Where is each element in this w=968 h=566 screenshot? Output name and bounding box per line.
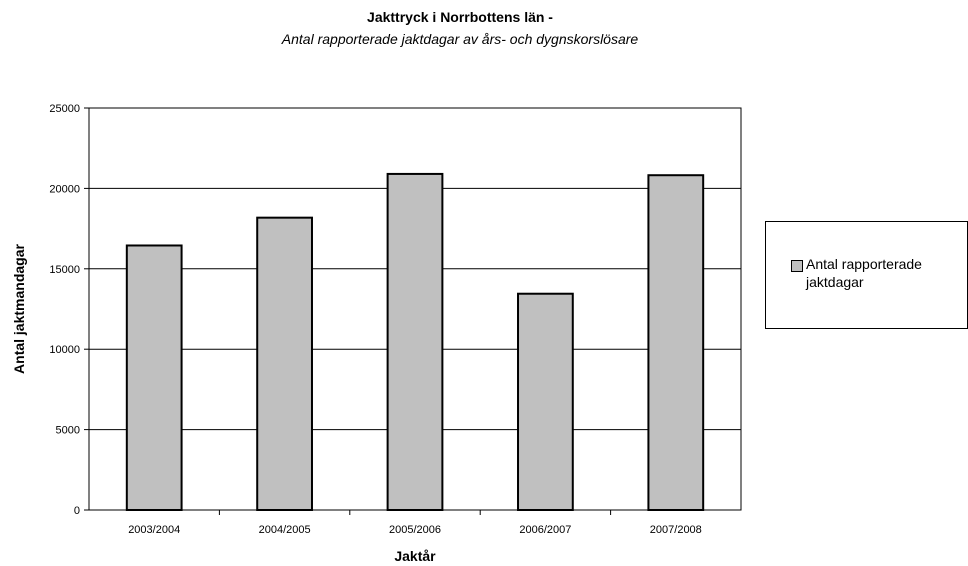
legend-swatch bbox=[791, 260, 803, 272]
x-tick-label: 2007/2008 bbox=[650, 524, 702, 536]
y-tick-label: 15000 bbox=[49, 264, 80, 276]
plot-area bbox=[88, 107, 742, 511]
y-tick-label: 5000 bbox=[56, 425, 80, 437]
chart-subtitle: Antal rapporterade jaktdagar av års- och… bbox=[281, 31, 639, 47]
legend: Antal rapporterade jaktdagar bbox=[765, 221, 968, 329]
y-tick-label: 0 bbox=[74, 505, 80, 517]
x-tick-label: 2003/2004 bbox=[128, 524, 180, 536]
bars bbox=[125, 172, 705, 512]
y-tick-label: 20000 bbox=[49, 183, 80, 195]
x-tick-label: 2005/2006 bbox=[389, 524, 441, 536]
axis-ticks: 0 5000 10000 15000 20000 25000 2003/2004 2004/2… bbox=[49, 103, 701, 536]
x-tick-label: 2006/2007 bbox=[519, 524, 571, 536]
bar-2003-2004 bbox=[125, 244, 183, 511]
x-tick-label: 2004/2005 bbox=[259, 524, 311, 536]
y-tick-label: 10000 bbox=[49, 344, 80, 356]
bar-2005-2006 bbox=[386, 172, 444, 511]
bar-2007-2008 bbox=[647, 174, 705, 512]
y-tick-label: 25000 bbox=[49, 103, 80, 115]
y-axis-label: Antal jaktmandagar bbox=[11, 243, 27, 373]
legend-label: Antal rapporterade jaktdagar bbox=[806, 256, 922, 290]
chart-title: Jakttryck i Norrbottens län - bbox=[367, 9, 553, 25]
bar-2006-2007 bbox=[517, 292, 574, 511]
x-axis-label: Jaktår bbox=[394, 548, 436, 564]
bar-2004-2005 bbox=[256, 216, 313, 512]
